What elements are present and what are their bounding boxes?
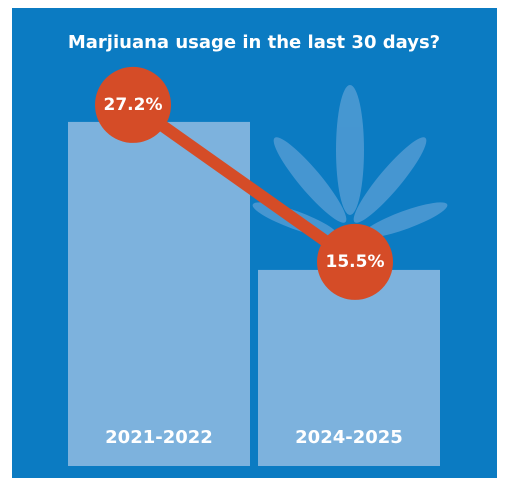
value-label: 15.5% bbox=[326, 252, 385, 272]
leaf bbox=[273, 137, 347, 223]
leaf-decoration bbox=[252, 85, 448, 238]
leaf bbox=[336, 85, 364, 215]
value-marker bbox=[95, 66, 171, 143]
x-tick-label: 2024-2025 bbox=[295, 427, 403, 448]
value-label: 27.2% bbox=[104, 95, 163, 115]
bar bbox=[258, 269, 440, 466]
bar bbox=[68, 121, 250, 467]
trend-line bbox=[129, 100, 359, 267]
x-tick-label: 2021-2022 bbox=[105, 427, 213, 448]
chart-title: Marjiuana usage in the last 30 days? bbox=[68, 32, 440, 53]
leaf bbox=[353, 137, 427, 223]
leaf bbox=[362, 202, 448, 238]
value-marker bbox=[317, 223, 393, 300]
